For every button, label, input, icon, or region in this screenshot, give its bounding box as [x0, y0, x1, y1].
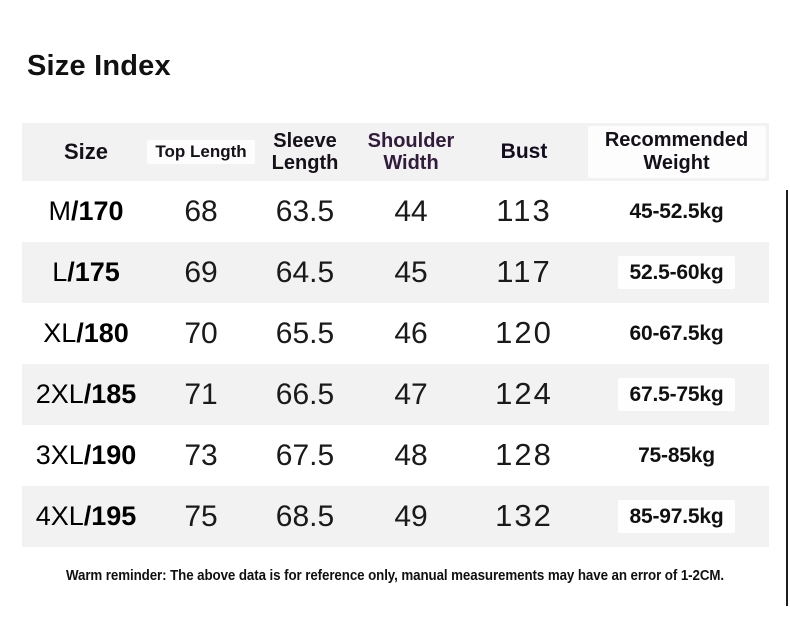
- size-height: /185: [83, 378, 137, 409]
- weight-cell: 45-52.5kg: [584, 181, 769, 242]
- weight-value: 52.5-60kg: [617, 255, 736, 290]
- table-row: 2XL/185 71 66.5 47 124 67.5-75kg: [22, 364, 769, 425]
- size-height: /190: [83, 439, 137, 470]
- col-header-top-length-label: Top Length: [147, 139, 255, 165]
- sleeve-length-cell: 66.5: [275, 378, 335, 411]
- top-length-cell: 71: [184, 378, 218, 411]
- weight-value: 75-85kg: [626, 438, 727, 473]
- size-height: /170: [70, 195, 124, 226]
- top-length-cell: 70: [184, 317, 218, 350]
- top-length-cell: 68: [184, 195, 218, 228]
- size-letter: 3XL: [35, 439, 84, 470]
- size-letter: M: [48, 195, 71, 226]
- size-cell: L /175: [22, 242, 150, 303]
- size-letter: 4XL: [35, 500, 84, 531]
- shoulder-width-cell: 49: [394, 500, 428, 533]
- page-title: Size Index: [27, 50, 171, 82]
- shoulder-width-cell: 45: [394, 256, 428, 289]
- col-header-sleeve-length: Sleeve Length: [271, 130, 339, 174]
- bust-cell: 113: [496, 193, 552, 229]
- size-height: /175: [67, 256, 120, 287]
- size-chart-table: Size Top Length Sleeve Length Shoulder W…: [22, 123, 769, 547]
- sleeve-length-cell: 65.5: [275, 317, 335, 350]
- shoulder-width-cell: 47: [394, 378, 428, 411]
- top-length-cell: 75: [184, 500, 218, 533]
- table-row: 3XL/190 73 67.5 48 128 75-85kg: [22, 425, 769, 486]
- weight-value: 45-52.5kg: [617, 194, 736, 229]
- bust-cell: 124: [495, 376, 553, 412]
- size-cell: M/170: [22, 181, 150, 242]
- weight-cell: 67.5-75kg: [584, 364, 769, 425]
- size-cell: 3XL/190: [22, 425, 150, 486]
- size-height: /180: [76, 317, 129, 348]
- col-header-bust: Bust: [500, 140, 548, 164]
- size-letter: 2XL: [35, 378, 84, 409]
- weight-value: 85-97.5kg: [617, 499, 736, 534]
- weight-cell: 52.5-60kg: [584, 242, 769, 303]
- size-cell: 4XL/195: [22, 486, 150, 547]
- sleeve-length-cell: 64.5: [275, 256, 335, 289]
- bust-cell: 132: [495, 498, 553, 534]
- top-length-cell: 69: [184, 256, 218, 289]
- col-header-recommended-weight: Recommended Weight: [584, 123, 769, 181]
- shoulder-width-cell: 46: [394, 317, 428, 350]
- table-header-row: Size Top Length Sleeve Length Shoulder W…: [22, 123, 769, 181]
- col-header-recommended-weight-label: Recommended Weight: [587, 126, 766, 178]
- table-row: M/170 68 63.5 44 113 45-52.5kg: [22, 181, 769, 242]
- warm-reminder-note: Warm reminder: The above data is for ref…: [65, 568, 725, 584]
- weight-cell: 60-67.5kg: [584, 303, 769, 364]
- weight-cell: 85-97.5kg: [584, 486, 769, 547]
- bust-cell: 128: [495, 437, 553, 473]
- weight-value: 67.5-75kg: [617, 377, 736, 412]
- col-header-top-length: Top Length: [147, 123, 255, 181]
- top-length-cell: 73: [184, 439, 218, 472]
- col-header-size: Size: [63, 138, 109, 164]
- size-cell: XL/180: [22, 303, 150, 364]
- size-letter: L: [52, 256, 68, 287]
- weight-value: 60-67.5kg: [617, 316, 736, 351]
- shoulder-width-cell: 44: [394, 195, 428, 228]
- weight-cell: 75-85kg: [584, 425, 769, 486]
- bust-cell: 117: [496, 254, 552, 290]
- col-header-shoulder-width: Shoulder Width: [367, 130, 455, 174]
- table-row: 4XL/195 75 68.5 49 132 85-97.5kg: [22, 486, 769, 547]
- size-cell: 2XL/185: [22, 364, 150, 425]
- table-row: XL/180 70 65.5 46 120 60-67.5kg: [22, 303, 769, 364]
- shoulder-width-cell: 48: [394, 439, 428, 472]
- sleeve-length-cell: 63.5: [275, 195, 335, 228]
- table-row: L /175 69 64.5 45 117 52.5-60kg: [22, 242, 769, 303]
- size-height: /195: [83, 500, 137, 531]
- sleeve-length-cell: 67.5: [275, 439, 335, 472]
- sleeve-length-cell: 68.5: [275, 500, 335, 533]
- bust-cell: 120: [495, 315, 553, 351]
- right-edge-divider-line: [786, 190, 788, 606]
- size-letter: XL: [43, 317, 77, 348]
